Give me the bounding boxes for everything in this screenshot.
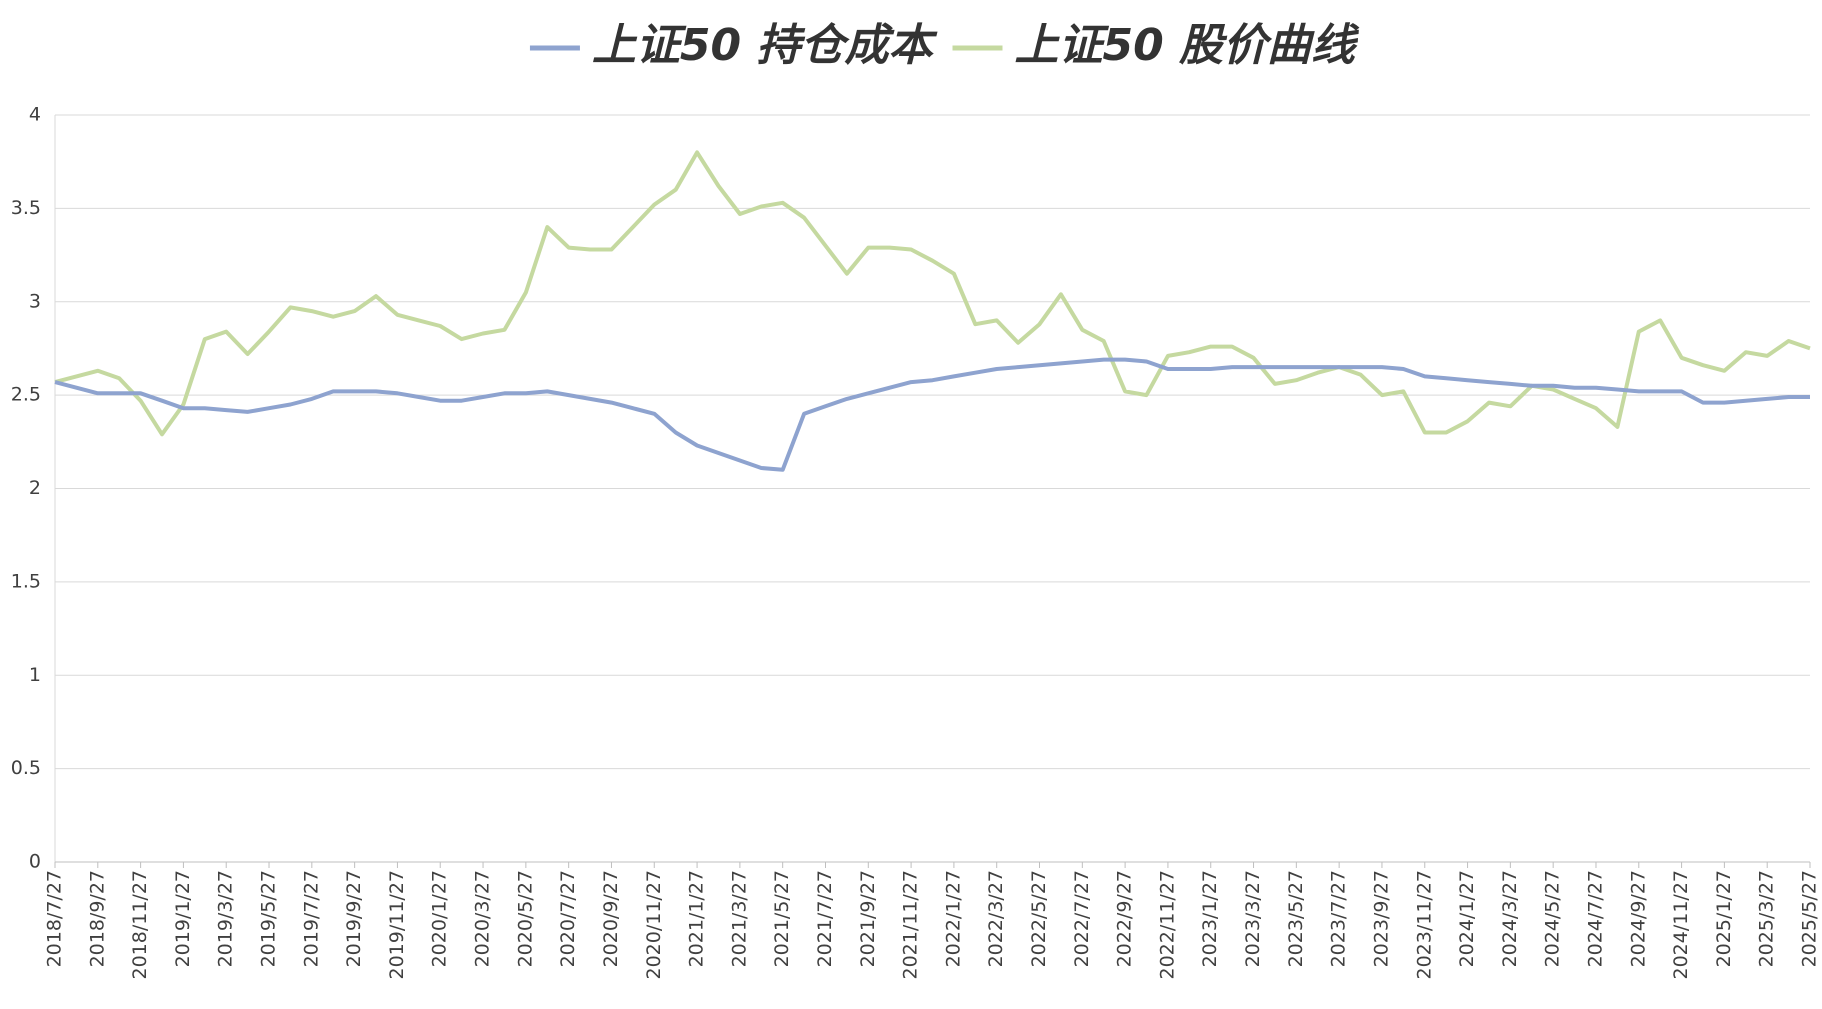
x-tick-label: 2020/3/27 [472, 870, 494, 967]
x-tick-label: 2022/3/27 [985, 870, 1007, 967]
x-tick-label: 2024/11/27 [1670, 870, 1692, 980]
x-tick-label: 2024/9/27 [1627, 870, 1649, 967]
x-tick-label: 2019/5/27 [258, 870, 280, 967]
x-tick-label: 2021/11/27 [900, 870, 922, 980]
x-tick-label: 2021/3/27 [728, 870, 750, 967]
x-tick-label: 2020/9/27 [600, 870, 622, 967]
x-tick-label: 2018/11/27 [129, 870, 151, 980]
x-tick-label: 2023/1/27 [1199, 870, 1221, 967]
y-tick-label: 0 [29, 851, 41, 873]
x-tick-label: 2023/9/27 [1370, 870, 1392, 967]
x-tick-label: 2023/5/27 [1285, 870, 1307, 967]
x-tick-label: 2020/11/27 [643, 870, 665, 980]
y-tick-label: 0.5 [11, 757, 41, 779]
x-tick-label: 2018/9/27 [86, 870, 108, 967]
x-tick-label: 2021/5/27 [771, 870, 793, 967]
x-tick-label: 2020/1/27 [429, 870, 451, 967]
x-tick-label: 2021/9/27 [857, 870, 879, 967]
x-tick-label: 2019/7/27 [300, 870, 322, 967]
x-tick-label: 2023/11/27 [1413, 870, 1435, 980]
y-tick-label: 3.5 [11, 197, 41, 219]
x-tick-label: 2019/1/27 [172, 870, 194, 967]
x-tick-label: 2024/7/27 [1584, 870, 1606, 967]
x-tick-label: 2021/1/27 [686, 870, 708, 967]
x-tick-label: 2025/5/27 [1799, 870, 1821, 967]
series-line [54, 150, 1811, 437]
x-tick-label: 2024/1/27 [1456, 870, 1478, 967]
x-tick-label: 2021/7/27 [814, 870, 836, 967]
x-tick-label: 2022/7/27 [1071, 870, 1093, 967]
x-tick-label: 2020/5/27 [514, 870, 536, 967]
x-tick-label: 2024/3/27 [1499, 870, 1521, 967]
y-tick-label: 1.5 [11, 570, 41, 592]
x-tick-label: 2024/5/27 [1542, 870, 1564, 967]
y-tick-label: 2.5 [11, 384, 41, 406]
x-tick-label: 2022/1/27 [942, 870, 964, 967]
x-tick-label: 2023/7/27 [1328, 870, 1350, 967]
legend-text: 上证50 持仓成本 [592, 20, 939, 71]
x-tick-label: 2025/1/27 [1713, 870, 1735, 967]
y-tick-label: 2 [29, 477, 41, 499]
x-tick-label: 2022/11/27 [1156, 870, 1178, 980]
x-tick-label: 2023/3/27 [1242, 870, 1264, 967]
x-tick-label: 2020/7/27 [557, 870, 579, 967]
x-tick-label: 2019/9/27 [343, 870, 365, 967]
x-tick-label: 2025/3/27 [1756, 870, 1778, 967]
legend-text: 上证50 股价曲线 [1015, 20, 1361, 71]
x-tick-label: 2022/5/27 [1028, 870, 1050, 967]
series-line [54, 357, 1810, 472]
x-tick-label: 2019/11/27 [386, 870, 408, 980]
y-tick-label: 1 [29, 664, 41, 686]
x-tick-label: 2022/9/27 [1114, 870, 1136, 967]
x-tick-label: 2019/3/27 [215, 870, 237, 967]
y-tick-label: 4 [29, 104, 41, 126]
y-tick-label: 3 [29, 290, 41, 312]
x-tick-label: 2018/7/27 [44, 870, 66, 967]
